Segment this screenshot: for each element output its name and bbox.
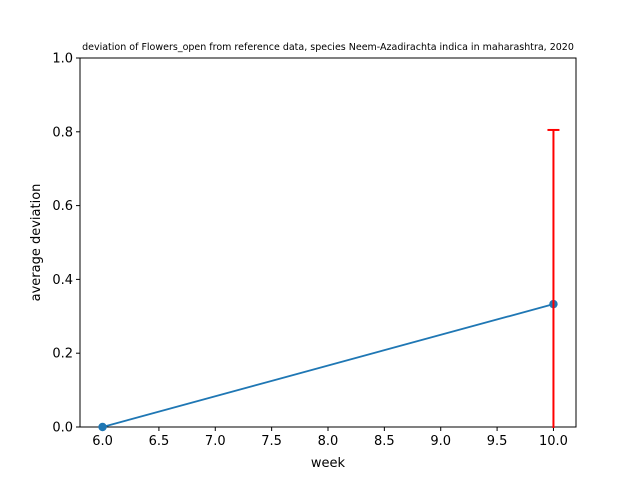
series-line — [102, 303, 554, 428]
x-axis-label: week — [311, 456, 346, 471]
x-tick-label: 6.5 — [149, 434, 170, 449]
x-tick-label: 10.0 — [539, 434, 568, 449]
y-axis: 0.0 0.2 0.4 0.6 0.8 1.0 — [52, 52, 80, 436]
y-tick-label: 1.0 — [52, 52, 73, 67]
x-axis: 6.0 6.5 7.0 7.5 8.0 8.5 9.0 9.5 10.0 — [92, 427, 568, 449]
y-tick-label: 0.4 — [52, 273, 73, 288]
chart-title: deviation of Flowers_open from reference… — [82, 42, 574, 53]
y-tick-label: 0.0 — [52, 421, 73, 436]
series-layer — [98, 299, 558, 432]
y-tick-label: 0.6 — [52, 199, 73, 214]
x-tick-label: 9.0 — [430, 434, 451, 449]
x-tick-label: 9.5 — [487, 434, 508, 449]
x-tick-label: 8.0 — [318, 434, 339, 449]
x-tick-label: 7.5 — [261, 434, 282, 449]
y-tick-label: 0.2 — [52, 347, 73, 362]
y-tick-label: 0.8 — [52, 125, 73, 140]
plot-area — [79, 57, 577, 428]
data-point — [98, 422, 107, 432]
y-axis-label: average deviation — [29, 184, 44, 302]
x-tick-label: 6.0 — [92, 434, 113, 449]
x-tick-label: 7.0 — [205, 434, 226, 449]
error-bar-layer — [547, 128, 560, 428]
x-tick-label: 8.5 — [374, 434, 395, 449]
